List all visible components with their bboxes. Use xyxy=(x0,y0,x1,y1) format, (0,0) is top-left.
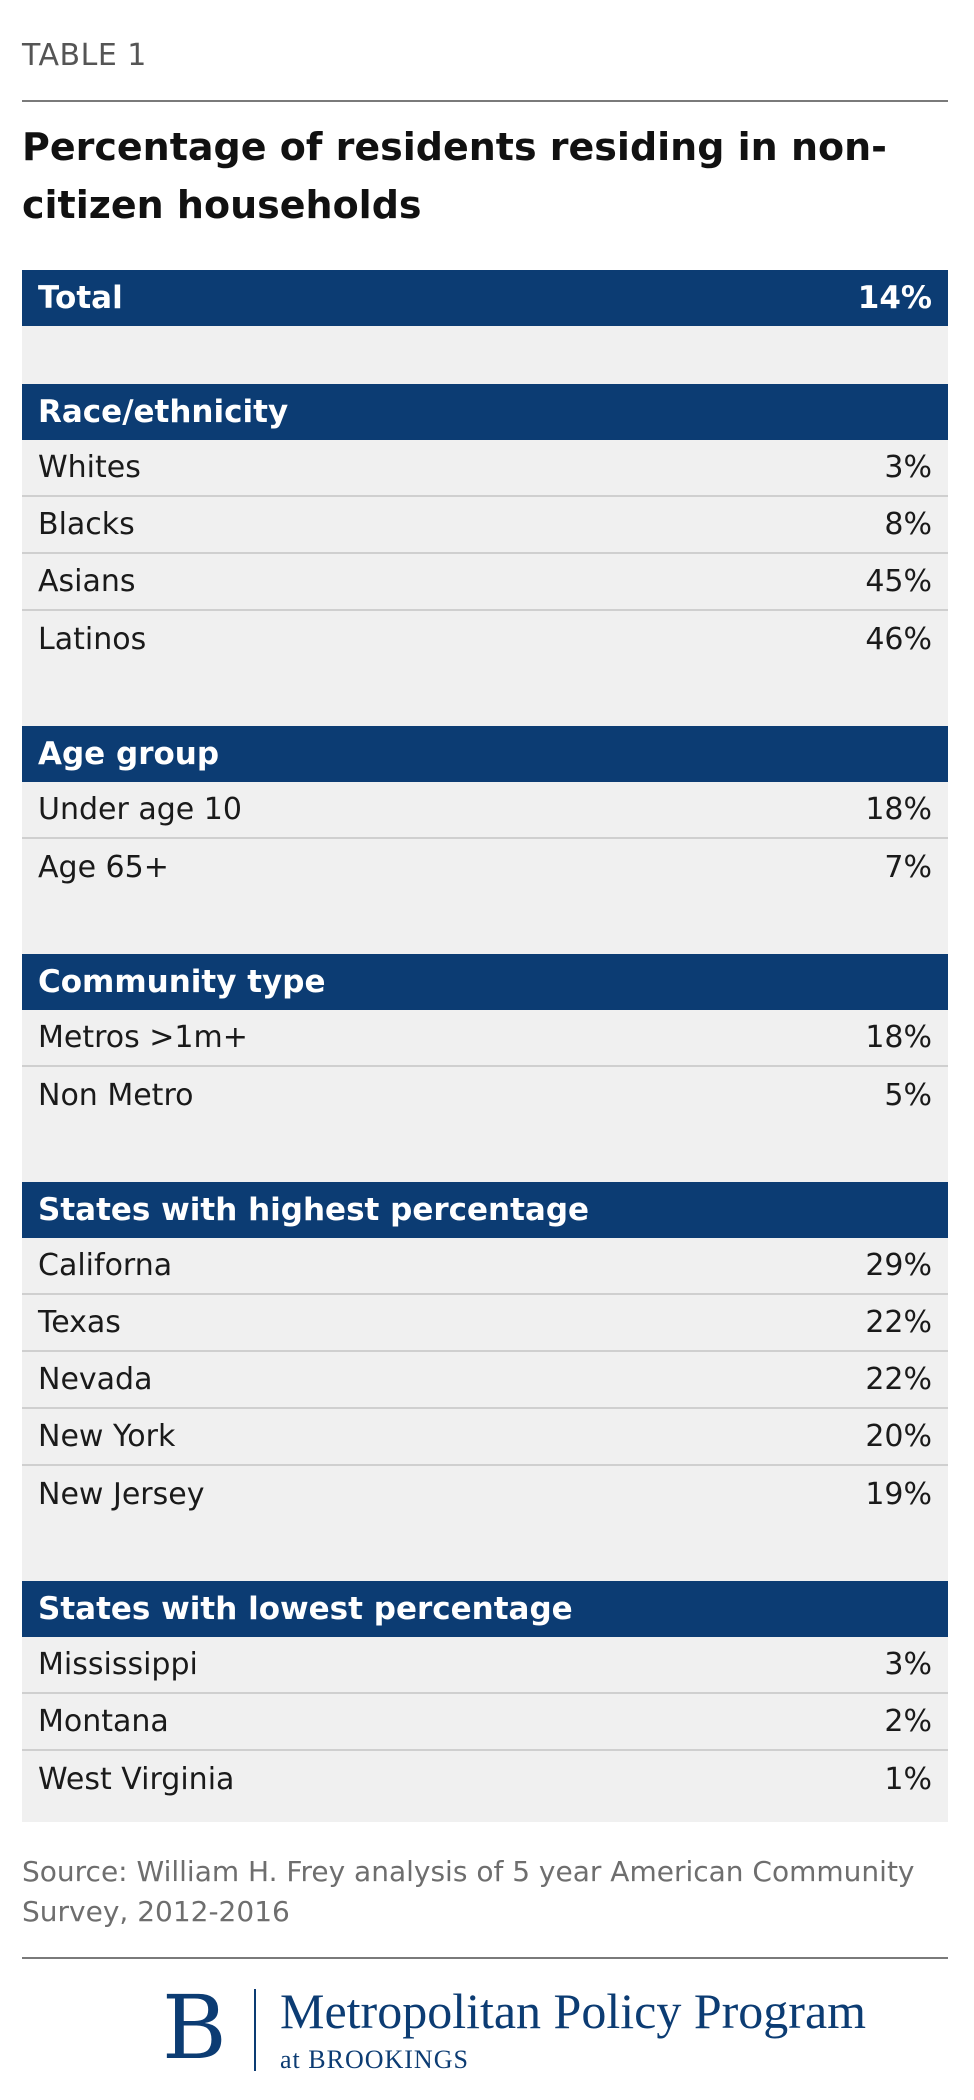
row-label: Asians xyxy=(38,564,136,599)
bottom-divider xyxy=(22,1957,948,1959)
row-value: 8% xyxy=(884,507,932,542)
row-value: 22% xyxy=(865,1362,932,1397)
row-label: Texas xyxy=(38,1305,121,1340)
table-row: Under age 10 18% xyxy=(22,782,948,839)
row-value: 20% xyxy=(865,1419,932,1454)
row-label: West Virginia xyxy=(38,1762,235,1797)
row-label: Age 65+ xyxy=(38,850,169,885)
row-value: 3% xyxy=(884,450,932,485)
section-title: Community type xyxy=(38,964,326,1000)
logo-program-name: Metropolitan Policy Program xyxy=(280,1983,867,2039)
section-header-age: Age group xyxy=(22,726,948,782)
row-label: Under age 10 xyxy=(38,792,242,827)
total-value: 14% xyxy=(857,280,932,316)
row-label: Blacks xyxy=(38,507,135,542)
table-row: Asians 45% xyxy=(22,554,948,611)
table-row: Mississippi 3% xyxy=(22,1637,948,1694)
row-value: 45% xyxy=(865,564,932,599)
brookings-logo: B Metropolitan Policy Program at BROOKIN… xyxy=(162,1975,962,2085)
row-value: 22% xyxy=(865,1305,932,1340)
row-label: Californa xyxy=(38,1248,173,1283)
data-table: Total 14% Race/ethnicity Whites 3% Black… xyxy=(22,270,948,1822)
row-value: 18% xyxy=(865,792,932,827)
row-value: 19% xyxy=(865,1477,932,1512)
section-header-race: Race/ethnicity xyxy=(22,384,948,440)
table-row: Whites 3% xyxy=(22,440,948,497)
row-value: 1% xyxy=(884,1762,932,1797)
section-header-lowest-states: States with lowest percentage xyxy=(22,1581,948,1637)
table-row: Californa 29% xyxy=(22,1238,948,1295)
top-divider xyxy=(22,100,948,102)
section-header-community: Community type xyxy=(22,954,948,1010)
row-label: Nevada xyxy=(38,1362,153,1397)
table-row: West Virginia 1% xyxy=(22,1751,948,1808)
row-value: 18% xyxy=(865,1020,932,1055)
row-label: Metros >1m+ xyxy=(38,1020,248,1055)
table-row: Nevada 22% xyxy=(22,1352,948,1409)
row-label: Whites xyxy=(38,450,141,485)
table-row: Texas 22% xyxy=(22,1295,948,1352)
total-label: Total xyxy=(38,280,123,316)
row-label: Latinos xyxy=(38,622,147,657)
row-value: 2% xyxy=(884,1704,932,1739)
total-row: Total 14% xyxy=(22,270,948,326)
logo-subtitle: at BROOKINGS xyxy=(280,2045,469,2074)
table-row: Metros >1m+ 18% xyxy=(22,1010,948,1067)
row-value: 46% xyxy=(865,622,932,657)
section-title: States with lowest percentage xyxy=(38,1591,573,1627)
section-title: Race/ethnicity xyxy=(38,394,289,430)
logo-divider xyxy=(254,1989,256,2071)
row-label: New York xyxy=(38,1419,176,1454)
source-note: Source: William H. Frey analysis of 5 ye… xyxy=(22,1855,915,1928)
row-value: 3% xyxy=(884,1647,932,1682)
section-header-highest-states: States with highest percentage xyxy=(22,1182,948,1238)
row-label: New Jersey xyxy=(38,1477,205,1512)
row-label: Montana xyxy=(38,1704,169,1739)
row-label: Mississippi xyxy=(38,1647,198,1682)
table-row: Montana 2% xyxy=(22,1694,948,1751)
row-value: 7% xyxy=(884,850,932,885)
row-value: 29% xyxy=(865,1248,932,1283)
table-kicker: TABLE 1 xyxy=(22,38,147,73)
table-row: Non Metro 5% xyxy=(22,1067,948,1124)
table-row: Blacks 8% xyxy=(22,497,948,554)
row-value: 5% xyxy=(884,1078,932,1113)
table-title: Percentage of residents residing in non-… xyxy=(22,125,887,227)
row-label: Non Metro xyxy=(38,1078,194,1113)
logo-letter: B xyxy=(162,1976,227,2079)
section-title: States with highest percentage xyxy=(38,1192,590,1228)
table-row: New Jersey 19% xyxy=(22,1466,948,1523)
table-row: Latinos 46% xyxy=(22,611,948,668)
section-title: Age group xyxy=(38,736,220,772)
table-row: Age 65+ 7% xyxy=(22,839,948,896)
table-row: New York 20% xyxy=(22,1409,948,1466)
